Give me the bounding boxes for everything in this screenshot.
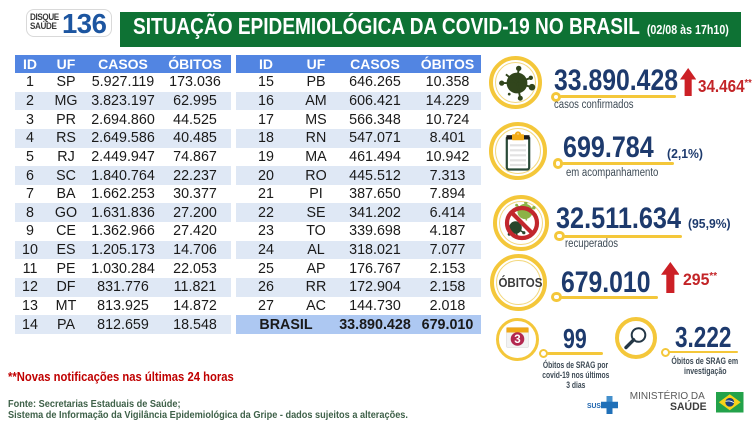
svg-text:3: 3 [514, 334, 520, 346]
